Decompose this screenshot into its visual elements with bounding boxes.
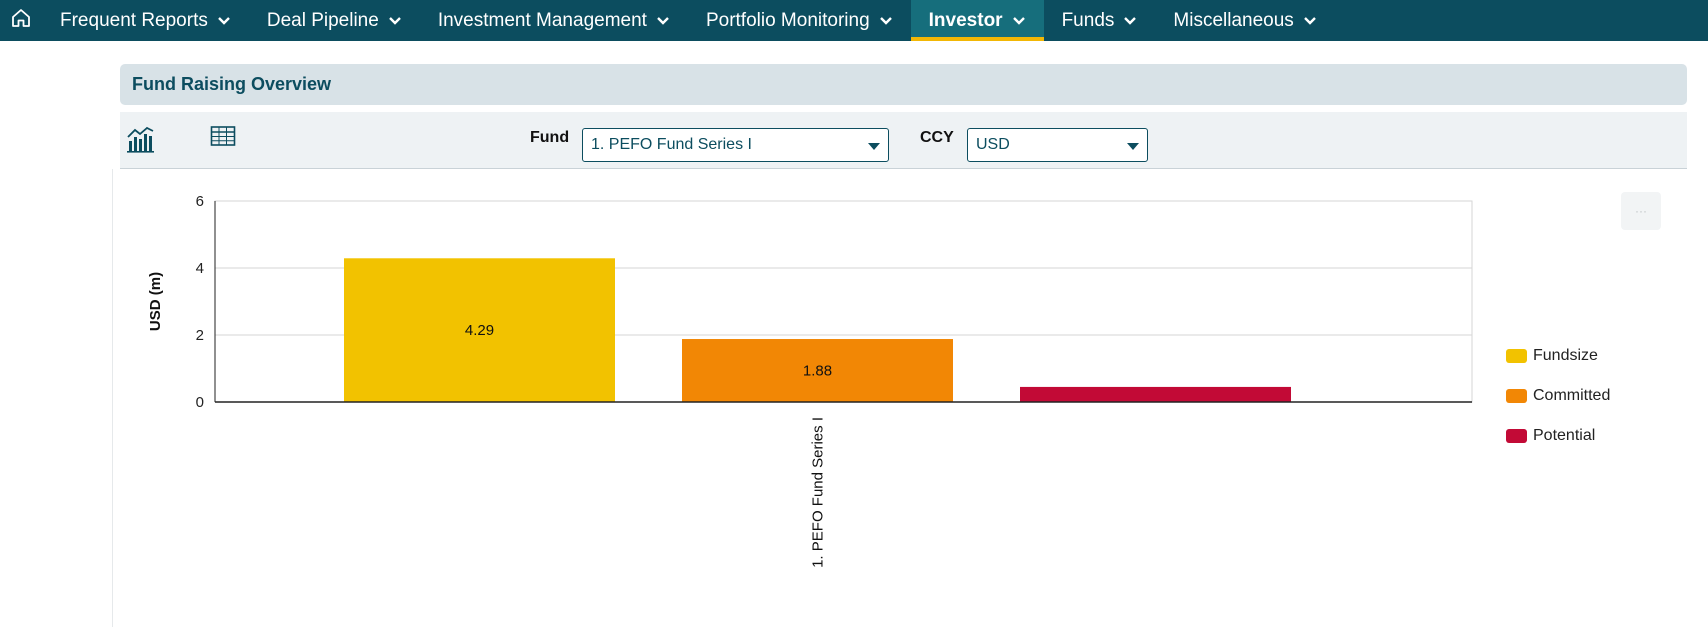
nav-item-frequent-reports[interactable]: Frequent Reports <box>42 0 249 41</box>
ccy-select-value: USD <box>976 136 1010 153</box>
fund-select-value: 1. PEFO Fund Series I <box>591 136 752 153</box>
chevron-down-icon <box>388 16 402 26</box>
report-toolbar: Fund 1. PEFO Fund Series I CCY USD <box>120 112 1687 169</box>
panel-title: Fund Raising Overview <box>132 74 332 94</box>
bar-potential <box>1020 386 1291 402</box>
y-tick-label: 2 <box>196 327 204 344</box>
nav-item-portfolio-monitoring[interactable]: Portfolio Monitoring <box>688 0 911 41</box>
panel-header: Fund Raising Overview <box>120 64 1687 105</box>
x-category-label: 1. PEFO Fund Series I <box>810 417 827 568</box>
legend-item-fundsize[interactable]: Fundsize <box>1506 346 1610 366</box>
chevron-down-icon <box>1303 16 1317 26</box>
legend-swatch <box>1506 429 1527 443</box>
chevron-down-icon <box>656 16 670 26</box>
bar-committed <box>682 339 953 402</box>
chart-menu-button[interactable]: ··· <box>1621 192 1661 230</box>
nav-item-label: Deal Pipeline <box>266 9 379 31</box>
bar-data-label: 4.29 <box>465 322 494 339</box>
nav-item-investor[interactable]: Investor <box>910 0 1044 41</box>
bar-data-label: 1.88 <box>803 363 832 380</box>
legend-item-potential[interactable]: Potential <box>1506 426 1610 446</box>
content-border <box>112 169 113 627</box>
home-button[interactable] <box>0 0 42 41</box>
y-tick-label: 0 <box>196 394 204 411</box>
nav-menu: Frequent Reports Deal Pipeline Investmen… <box>42 0 1335 41</box>
nav-item-label: Funds <box>1061 9 1115 31</box>
caret-down-icon <box>868 143 880 150</box>
ccy-label: CCY <box>920 129 954 146</box>
y-axis-label: USD (m) <box>147 272 164 331</box>
bar-fundsize <box>344 258 615 402</box>
y-tick-label: 6 <box>196 193 204 210</box>
nav-item-label: Investment Management <box>437 9 647 31</box>
chart-container: 0 2 4 6 USD (m) 4.29 1.88 1. PEFO Fund Series I… <box>114 172 1694 627</box>
table-view-icon[interactable] <box>210 124 236 153</box>
bar-chart: 0 2 4 6 USD (m) 4.29 1.88 1. PEFO Fund Series I <box>147 193 1473 568</box>
nav-item-label: Portfolio Monitoring <box>705 9 870 31</box>
nav-item-deal-pipeline[interactable]: Deal Pipeline <box>249 0 420 41</box>
legend-swatch <box>1506 389 1527 403</box>
home-icon <box>10 7 32 34</box>
chevron-down-icon <box>217 16 231 26</box>
y-tick-label: 4 <box>196 260 204 277</box>
nav-item-label: Frequent Reports <box>60 9 208 31</box>
nav-item-label: Investor <box>928 9 1003 31</box>
fund-label: Fund <box>530 129 570 146</box>
more-icon: ··· <box>1635 204 1647 218</box>
nav-item-funds[interactable]: Funds <box>1044 0 1156 41</box>
chart-legend: Fundsize Committed Potential <box>1506 346 1610 466</box>
legend-item-committed[interactable]: Committed <box>1506 386 1610 406</box>
nav-item-investment-management[interactable]: Investment Management <box>420 0 688 41</box>
legend-label: Fundsize <box>1533 347 1598 364</box>
legend-label: Committed <box>1533 387 1611 404</box>
nav-item-miscellaneous[interactable]: Miscellaneous <box>1155 0 1334 41</box>
legend-swatch <box>1506 349 1527 363</box>
fund-select[interactable]: 1. PEFO Fund Series I <box>582 128 889 162</box>
chevron-down-icon <box>1123 16 1137 26</box>
legend-label: Potential <box>1533 427 1596 444</box>
top-navigation: Frequent Reports Deal Pipeline Investmen… <box>0 0 1708 41</box>
chart-view-icon[interactable] <box>126 124 156 159</box>
caret-down-icon <box>1127 143 1139 150</box>
ccy-select[interactable]: USD <box>967 128 1148 162</box>
chevron-down-icon <box>1012 16 1026 26</box>
nav-item-label: Miscellaneous <box>1173 9 1294 31</box>
chevron-down-icon <box>879 16 893 26</box>
